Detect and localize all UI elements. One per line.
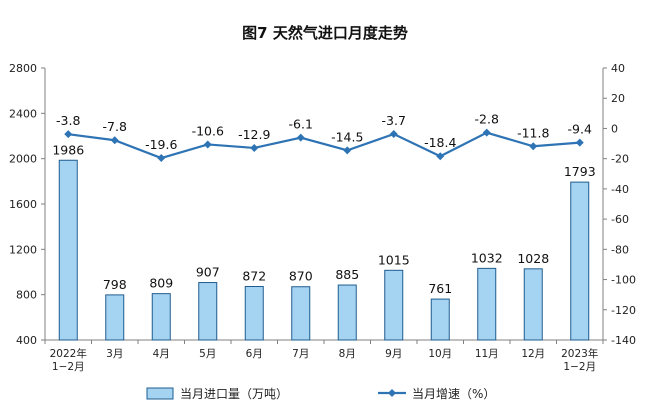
right-tick-label: 40 <box>611 62 625 75</box>
growth-line: -3.8 -7.8 -19.6 -10.6 -12.9 -6.1 -14.5 -3.7 -18.… <box>56 112 592 163</box>
import-bar-label: 809 <box>149 276 173 291</box>
x-tick-label: 11月 <box>475 348 499 360</box>
x-tick-label: 2023年 <box>561 347 598 360</box>
left-tick-label: 2800 <box>9 62 37 75</box>
right-tick-label: -140 <box>611 334 636 347</box>
growth-point-label: -12.9 <box>238 127 270 142</box>
growth-point <box>389 130 398 139</box>
growth-point-label: -11.8 <box>517 125 549 140</box>
growth-point-label: -10.6 <box>192 123 224 138</box>
legend-line-label: 当月增速（%） <box>412 387 495 401</box>
import-bar-label: 1028 <box>517 251 549 266</box>
x-tick-label: 10月 <box>428 348 452 360</box>
import-bar-label: 1793 <box>564 164 596 179</box>
x-tick-label: 12月 <box>521 348 545 360</box>
import-bar <box>105 294 125 341</box>
import-bar-label: 870 <box>289 269 313 284</box>
growth-point <box>482 128 491 137</box>
import-bar <box>58 159 78 341</box>
import-bar <box>570 181 590 341</box>
import-bar <box>291 286 311 341</box>
bars: 1986 798 809 907 872 870 885 1015 761 1032 1028 179… <box>52 142 596 341</box>
left-tick-label: 2400 <box>9 107 37 120</box>
import-bar-label: 761 <box>428 281 452 296</box>
legend-bar-swatch <box>146 387 174 400</box>
import-bar <box>477 267 497 341</box>
import-bar-label: 798 <box>103 277 127 292</box>
x-tick-label: 2022年 <box>50 347 87 360</box>
x-tick-label: 4月 <box>153 348 170 360</box>
import-bar <box>198 282 218 341</box>
left-tick-label: 800 <box>16 289 37 302</box>
import-bar <box>384 269 404 341</box>
import-bar <box>430 298 450 341</box>
x-tick-label: 1−2月 <box>52 361 85 373</box>
right-tick-label: 0 <box>611 122 618 135</box>
import-bar-label: 907 <box>196 265 220 280</box>
right-tick-label: 20 <box>611 92 625 105</box>
import-bar <box>151 293 171 341</box>
growth-point-label: -7.8 <box>103 119 127 134</box>
x-tick-label: 3月 <box>106 348 123 360</box>
import-bar-label: 1986 <box>52 142 84 157</box>
growth-point <box>250 143 259 152</box>
import-bar-label: 872 <box>242 269 266 284</box>
x-tick-label: 8月 <box>339 348 356 360</box>
import-bar <box>523 268 543 341</box>
x-tick-label: 6月 <box>246 348 263 360</box>
right-tick-label: -20 <box>611 153 629 166</box>
right-tick-label: -100 <box>611 274 636 287</box>
legend: 当月进口量（万吨） 当月增速（%） <box>146 387 495 401</box>
growth-point <box>343 146 352 155</box>
growth-point-label: -6.1 <box>289 117 313 132</box>
axes: 400 800 1200 1600 2000 2400 2800 40 20 0 -20 -40 -60… <box>9 62 636 373</box>
legend-line-marker <box>388 389 396 397</box>
legend-bar-label: 当月进口量（万吨） <box>180 387 288 401</box>
growth-point <box>296 133 305 142</box>
left-tick-label: 400 <box>16 334 37 347</box>
growth-point <box>529 142 538 151</box>
right-tick-label: -40 <box>611 183 629 196</box>
growth-point-label: -19.6 <box>145 137 177 152</box>
growth-point-label: -18.4 <box>424 135 456 150</box>
import-bar-label: 885 <box>335 267 359 282</box>
growth-point <box>436 152 445 161</box>
right-tick-label: -120 <box>611 304 636 317</box>
growth-point <box>575 138 584 147</box>
left-tick-label: 2000 <box>9 153 37 166</box>
x-tick-label: 5月 <box>199 348 216 360</box>
x-tick-label: 1−2月 <box>563 361 596 373</box>
import-bar <box>244 286 264 341</box>
growth-point <box>157 154 166 163</box>
left-tick-label: 1200 <box>9 243 37 256</box>
import-bar <box>337 284 357 341</box>
growth-point-label: -3.8 <box>56 113 80 128</box>
chart-title: 图7 天然气进口月度走势 <box>242 24 408 42</box>
growth-line-path <box>68 131 580 160</box>
growth-point-label: -14.5 <box>331 129 363 144</box>
import-bar-label: 1015 <box>378 252 410 267</box>
growth-point <box>110 136 119 145</box>
import-bar-label: 1032 <box>471 250 503 265</box>
right-tick-label: -80 <box>611 243 629 256</box>
growth-point-label: -3.7 <box>382 113 406 128</box>
left-tick-label: 1600 <box>9 198 37 211</box>
right-tick-label: -60 <box>611 213 629 226</box>
x-tick-label: 7月 <box>292 348 309 360</box>
x-tick-label: 9月 <box>385 348 402 360</box>
growth-point <box>203 140 212 149</box>
growth-point-label: -9.4 <box>568 122 592 137</box>
growth-point <box>64 130 73 139</box>
growth-point-label: -2.8 <box>475 112 499 127</box>
